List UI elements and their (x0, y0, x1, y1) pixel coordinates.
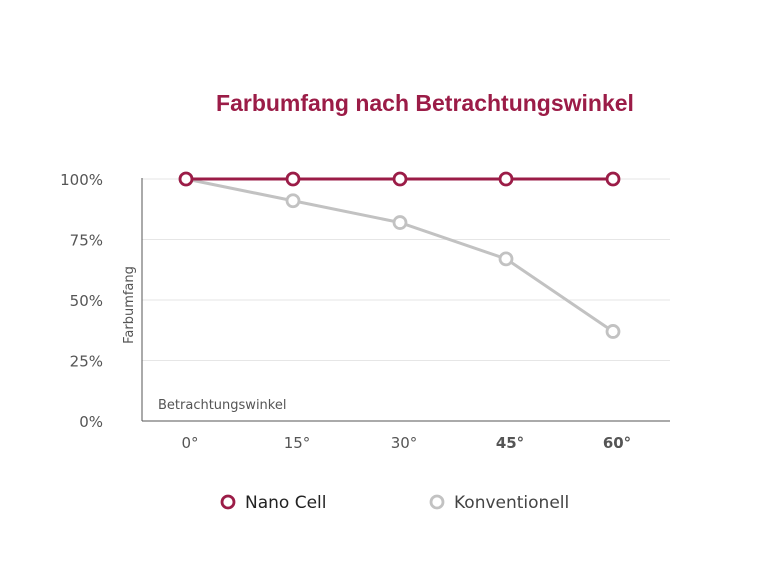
series-konventionell (178, 171, 621, 339)
data-point (605, 171, 621, 187)
series-layer (178, 171, 621, 339)
y-tick-label: 0% (79, 413, 103, 431)
y-tick-label: 100% (60, 171, 103, 189)
data-point (605, 324, 621, 339)
series-nano-cell (178, 171, 621, 187)
legend: Nano Cell Konventionell (220, 493, 569, 513)
data-point (498, 171, 514, 187)
x-tick-label: 15° (284, 434, 311, 452)
data-point (498, 251, 514, 267)
y-tick-label: 75% (70, 232, 103, 250)
y-axis-ticks: 100% 75% 50% 25% 0% (60, 171, 103, 431)
data-point (392, 215, 408, 230)
x-axis-label: Betrachtungswinkel (158, 398, 286, 413)
data-point (178, 171, 194, 187)
legend-item: Konventionell (429, 493, 569, 513)
chart-title: Farbumfang nach Betrachtungswinkel (216, 90, 634, 116)
data-point (392, 171, 408, 187)
legend-marker (220, 494, 236, 510)
x-axis-ticks: 0° 15° 30° 45° 60° (181, 434, 631, 452)
y-tick-label: 50% (70, 292, 103, 310)
legend-item: Nano Cell (220, 493, 327, 513)
data-point (285, 171, 301, 187)
y-tick-label: 25% (70, 353, 103, 371)
x-tick-label: 0° (181, 434, 198, 452)
legend-label: Konventionell (454, 493, 569, 513)
legend-label: Nano Cell (245, 493, 327, 513)
grid-lines (142, 178, 670, 361)
x-tick-label: 30° (391, 434, 418, 452)
x-tick-label: 45° (496, 434, 524, 452)
x-tick-label: 60° (603, 434, 631, 452)
legend-marker (429, 494, 445, 510)
y-axis-label: Farbumfang (122, 266, 137, 344)
data-point (285, 193, 301, 209)
series-line (185, 177, 614, 333)
